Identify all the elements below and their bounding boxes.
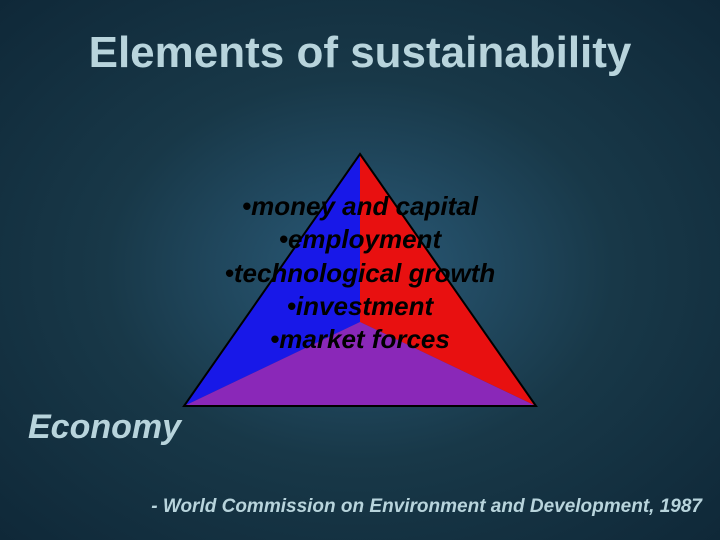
list-item: •employment: [0, 223, 720, 256]
bullet-list: •money and capital •employment •technolo…: [0, 190, 720, 356]
list-item: •market forces: [0, 323, 720, 356]
list-item: •investment: [0, 290, 720, 323]
attribution-text: - World Commission on Environment and De…: [151, 496, 702, 518]
category-label: Economy: [28, 408, 181, 447]
slide-title: Elements of sustainability: [0, 28, 720, 78]
list-item: •technological growth: [0, 257, 720, 290]
list-item: •money and capital: [0, 190, 720, 223]
